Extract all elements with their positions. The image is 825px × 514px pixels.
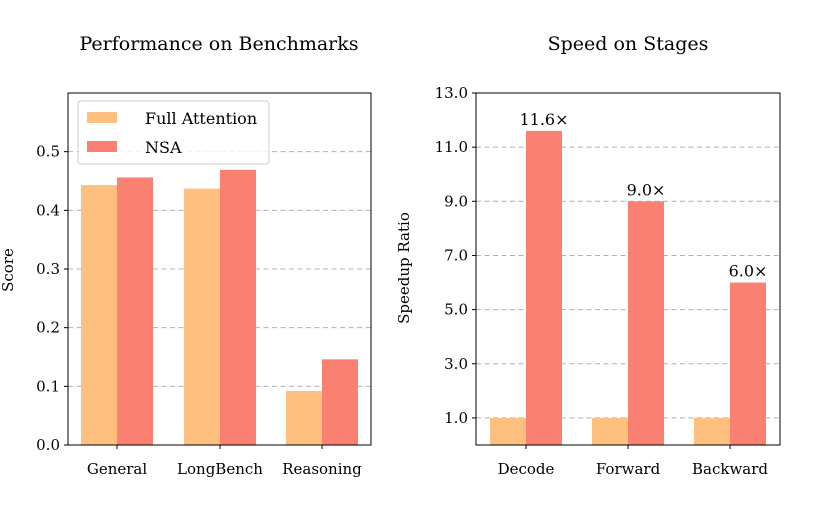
y-tick-label: 0.0: [36, 436, 60, 454]
bar-nsa: [117, 177, 153, 446]
y-tick-label: 3.0: [444, 355, 468, 373]
plot-frame: [475, 92, 781, 446]
bar-full-attention: [592, 417, 628, 445]
bar-nsa: [526, 130, 562, 445]
bar-full-attention: [694, 417, 730, 445]
x-tick-label: General: [87, 460, 148, 478]
y-tick-label: 1.0: [444, 409, 468, 427]
y-tick-label: 13.0: [435, 84, 468, 102]
x-ticks: Decode Forward Backward: [498, 445, 768, 478]
chart-title: Speed on Stages: [548, 33, 709, 55]
x-tick-label: Reasoning: [282, 460, 362, 478]
legend-label-nsa: NSA: [145, 138, 182, 157]
y-tick-label: 0.2: [36, 319, 60, 337]
legend-swatch-full-attention: [87, 112, 117, 123]
x-tick-label: LongBench: [177, 460, 263, 478]
y-tick-label: 9.0: [444, 192, 468, 210]
legend-box: [77, 100, 270, 165]
legend: Full Attention NSA: [77, 100, 270, 165]
y-axis-label: Speedup Ratio: [395, 212, 413, 324]
y-tick-label: 0.5: [36, 143, 60, 161]
bar-nsa: [628, 201, 664, 445]
x-tick-label: Backward: [692, 460, 768, 478]
data-labels: 11.6× 9.0× 6.0×: [519, 110, 767, 281]
y-tick-label: 5.0: [444, 301, 468, 319]
bar-nsa: [322, 359, 358, 445]
y-axis-label: Score: [0, 248, 17, 292]
data-label: 9.0×: [627, 180, 666, 199]
bar-full-attention: [286, 391, 322, 445]
y-tick-label: 11.0: [435, 138, 468, 156]
bar-nsa: [220, 169, 256, 445]
chart-performance: Performance on Benchmarks Score 0.00.10.…: [0, 33, 372, 478]
x-tick-label: Decode: [498, 460, 555, 478]
data-label: 6.0×: [729, 262, 768, 281]
bar-full-attention: [184, 188, 220, 446]
legend-swatch-nsa: [87, 141, 117, 152]
x-ticks: General LongBench Reasoning: [87, 445, 362, 478]
y-tick-label: 0.3: [36, 260, 60, 278]
y-ticks: 0.0 0.1 0.2 0.3 0.4 0.5: [36, 143, 68, 454]
bar-full-attention: [81, 185, 117, 445]
bar-nsa: [730, 282, 766, 445]
data-label: 11.6×: [519, 110, 568, 129]
chart-title: Performance on Benchmarks: [79, 33, 358, 55]
plot-frame: [67, 92, 372, 446]
bar-full-attention: [490, 417, 526, 445]
x-tick-label: Forward: [596, 460, 661, 478]
y-ticks: 1.0 3.0 5.0 7.0 9.0 11.0 13.0: [435, 84, 476, 427]
bars: [81, 169, 358, 446]
bars: [490, 130, 766, 445]
y-tick-label: 7.0: [444, 246, 468, 264]
y-tick-label: 0.1: [36, 377, 60, 395]
chart-speed: Speed on Stages Speedup Ratio 11.6× 9.0× 6…: [395, 33, 781, 478]
legend-label-full-attention: Full Attention: [145, 109, 257, 128]
y-tick-label: 0.4: [36, 201, 60, 219]
